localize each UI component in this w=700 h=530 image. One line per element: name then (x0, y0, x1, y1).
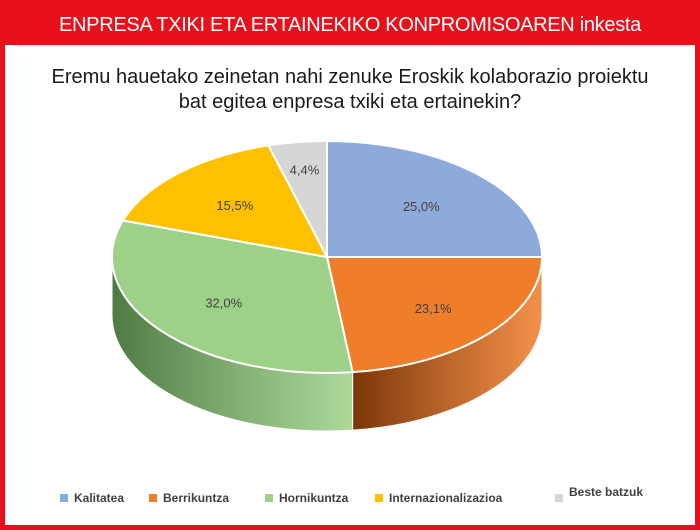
pie-slice-internazionalizazioa (121, 144, 329, 259)
legend-swatch (60, 494, 68, 502)
legend-label: Hornikuntza (279, 491, 349, 505)
question-line-2: bat egitea enpresa txiki eta ertainekin? (178, 91, 522, 113)
legend-swatch (375, 494, 383, 502)
legend-label: Kalitatea (74, 491, 125, 505)
pie-chart: 25,0% 23,1% 32,0% 15,5% 4,4% (111, 139, 544, 432)
legend-swatch (149, 494, 157, 502)
legend-item-internazionalizazioa: Internazionalizazioa (375, 491, 502, 505)
legend-label: Beste batzuk (569, 485, 644, 499)
legend-swatch (265, 494, 273, 502)
legend-swatch (555, 494, 563, 502)
data-label-internazionalizazioa: 15,5% (216, 198, 253, 213)
legend-label: Internazionalizazioa (389, 491, 503, 505)
page-title: ENPRESA TXIKI ETA ERTAINEKIKO KONPROMISO… (5, 5, 695, 45)
legend-item-berrikuntza: Berrikuntza (149, 491, 229, 505)
data-label-berrikuntza: 23,1% (415, 301, 452, 316)
pie-slice-beste-batzuk (266, 139, 328, 258)
chart-legend: Kalitatea Berrikuntza Hornikuntza Internazi… (5, 485, 695, 507)
data-label-kalitatea: 25,0% (403, 199, 440, 214)
legend-item-kalitatea: Kalitatea (60, 491, 124, 505)
legend-label: Berrikuntza (163, 491, 230, 505)
data-label-beste-batzuk: 4,4% (290, 163, 320, 178)
pie-slice-berrikuntza (325, 256, 544, 374)
legend-item-beste-batzuk: Beste batzuk (555, 485, 643, 505)
data-label-hornikuntza: 32,0% (205, 295, 242, 310)
chart-question: Eremu hauetako zeinetan nahi zenuke Eros… (5, 65, 695, 115)
pie-slice-kalitatea (326, 139, 544, 258)
question-line-1: Eremu hauetako zeinetan nahi zenuke Eros… (51, 66, 649, 88)
pie-slice-hornikuntza (111, 219, 354, 374)
legend-item-hornikuntza: Hornikuntza (265, 491, 348, 505)
